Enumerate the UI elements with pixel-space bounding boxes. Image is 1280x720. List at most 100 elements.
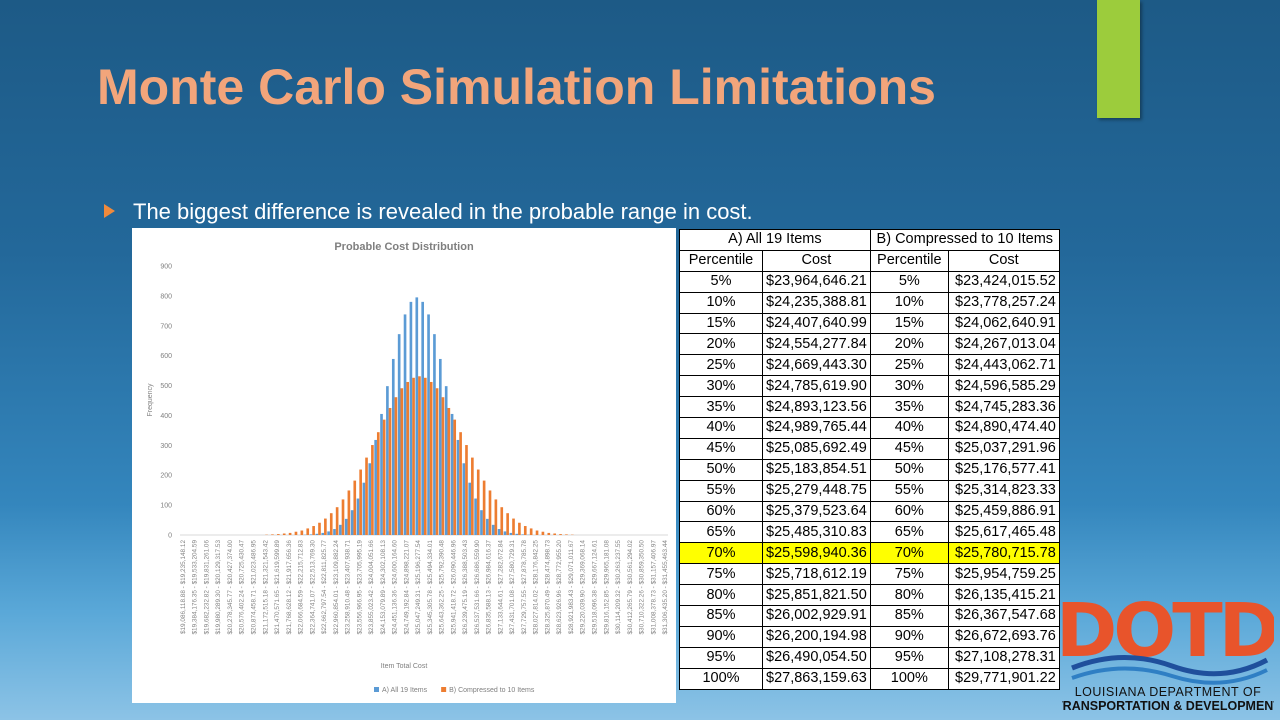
column-header: Cost xyxy=(762,249,871,272)
cost-cell: $25,954,759.25 xyxy=(947,563,1060,586)
y-tick-label: 800 xyxy=(160,293,172,300)
bar xyxy=(515,533,519,535)
x-tick-label: $27,729,757.55 - $27,878,785.78 xyxy=(521,540,528,635)
bar xyxy=(294,531,298,535)
bar xyxy=(453,419,457,535)
cost-cell: $24,989,765.44 xyxy=(762,417,871,439)
x-tick-label: $20,874,458.71 - $21,023,486.95 xyxy=(250,540,257,635)
bar xyxy=(427,314,430,535)
cost-cell: $24,062,640.91 xyxy=(947,312,1060,335)
percentile-cell: 25% xyxy=(679,354,763,377)
bar xyxy=(341,499,345,535)
bar xyxy=(312,526,315,535)
x-axis-label: Item Total Cost xyxy=(381,663,428,670)
table-row: 70% $25,598,940.36 70% $25,780,715.78 xyxy=(679,542,1060,565)
group-header-row: A) All 19 Items B) Compressed to 10 Item… xyxy=(679,229,1060,251)
cost-cell: $29,771,901.22 xyxy=(947,667,1060,690)
table-row: 5% $23,964,646.21 5% $23,424,015.52 xyxy=(679,270,1060,293)
bar xyxy=(468,482,472,535)
cost-cell: $24,890,474.40 xyxy=(947,417,1060,439)
percentile-cell: 85% xyxy=(869,605,949,627)
x-tick-label: $27,133,644.61 - $27,282,672.84 xyxy=(497,540,504,635)
table-row: 85% $26,002,929.91 85% $26,367,547.68 xyxy=(679,605,1060,627)
bar xyxy=(424,377,427,535)
x-tick-label: $30,412,265.79 - $30,561,294.02 xyxy=(627,540,634,635)
legend-label: A) All 19 Items xyxy=(382,687,428,694)
bar xyxy=(271,534,274,535)
percentile-cell: 30% xyxy=(869,375,949,398)
table-row: 30% $24,785,619.90 30% $24,596,585.29 xyxy=(679,375,1060,398)
percentile-cell: 35% xyxy=(869,396,949,419)
slide-title: Monte Carlo Simulation Limitations xyxy=(97,59,936,115)
bar xyxy=(397,334,401,535)
cost-cell: $24,235,388.81 xyxy=(762,291,871,314)
chart-title: Probable Cost Distribution xyxy=(334,241,474,253)
percentile-cell: 15% xyxy=(679,312,763,335)
cost-cell: $25,459,886.91 xyxy=(947,500,1060,523)
bar xyxy=(359,469,362,535)
x-tick-label: $31,306,435.20 - $31,455,463.44 xyxy=(662,540,669,635)
cost-cell: $26,002,929.91 xyxy=(762,605,871,627)
table-row: 15% $24,407,640.99 15% $24,062,640.91 xyxy=(679,312,1060,335)
legend-swatch xyxy=(374,687,379,692)
y-tick-label: 300 xyxy=(160,443,172,450)
percentile-cell: 95% xyxy=(869,646,949,669)
x-tick-label: $28,623,926.96 - $28,772,955.20 xyxy=(556,540,563,635)
x-tick-label: $20,278,345.77 - $20,427,374.00 xyxy=(227,540,234,635)
bar xyxy=(465,445,468,535)
x-tick-label: $24,153,079.89 - $24,302,108.13 xyxy=(380,540,387,635)
table-row: 35% $24,893,123.56 35% $24,745,283.36 xyxy=(679,396,1060,419)
percentile-cell: 60% xyxy=(869,500,949,523)
table-row: 95% $26,490,054.50 95% $27,108,278.31 xyxy=(679,646,1060,669)
chart: Probable Cost Distribution Frequency Ite… xyxy=(132,228,676,703)
bar xyxy=(371,445,374,535)
percentile-cell: 85% xyxy=(679,605,763,627)
bar xyxy=(523,526,527,535)
percentile-cell: 70% xyxy=(679,542,763,565)
x-tick-label: $26,835,588.13 - $26,984,616.37 xyxy=(486,540,493,635)
y-axis-label: Frequency xyxy=(147,383,154,417)
percentile-cell: 60% xyxy=(679,500,763,523)
bar xyxy=(529,528,533,535)
percentile-cell: 45% xyxy=(869,437,949,460)
percentile-cell: 100% xyxy=(869,667,949,690)
cost-cell: $27,863,159.63 xyxy=(762,667,871,690)
bar xyxy=(329,513,333,535)
bar xyxy=(476,469,480,535)
bar xyxy=(333,529,336,535)
table-row: 60% $25,379,523.64 60% $25,459,886.91 xyxy=(679,500,1060,523)
cost-cell: $26,672,693.76 xyxy=(947,625,1060,648)
bar xyxy=(480,510,483,535)
cost-cell: $24,407,640.99 xyxy=(762,312,871,335)
y-tick-label: 900 xyxy=(160,264,172,271)
bar xyxy=(353,480,357,535)
bar xyxy=(497,529,501,535)
y-tick-label: 600 xyxy=(160,353,172,360)
x-tick-label: $24,451,136.36 - $24,600,164.60 xyxy=(392,540,399,635)
bar xyxy=(509,532,513,535)
bar xyxy=(559,534,562,535)
percentile-cell: 15% xyxy=(869,312,949,335)
percentile-cell: 40% xyxy=(869,417,949,439)
percentile-cell: 90% xyxy=(679,625,763,648)
bar xyxy=(394,397,398,535)
percentile-cell: 55% xyxy=(869,479,949,502)
bar xyxy=(282,533,286,535)
percentile-cell: 100% xyxy=(679,667,763,690)
percentile-cell: 50% xyxy=(869,458,949,481)
bar xyxy=(547,532,551,535)
x-tick-label: $25,345,305.78 - $25,494,334.01 xyxy=(427,540,434,635)
percentile-cell: 90% xyxy=(869,625,949,648)
percentile-cell: 40% xyxy=(679,417,763,439)
bar xyxy=(409,301,413,535)
table-row: 90% $26,200,194.98 90% $26,672,693.76 xyxy=(679,625,1060,648)
percentile-cell: 55% xyxy=(679,479,763,502)
x-tick-label: $20,576,402.24 - $20,725,430.47 xyxy=(239,540,246,635)
x-tick-label: $30,114,209.32 - $30,263,237.55 xyxy=(615,540,622,634)
x-tick-label: $22,960,854.01 - $23,109,882.24 xyxy=(333,540,340,635)
x-tick-label: $25,941,418.72 - $26,090,446.96 xyxy=(450,540,457,635)
bar xyxy=(406,381,410,535)
bar xyxy=(474,498,477,535)
cost-cell: $25,085,692.49 xyxy=(762,437,871,460)
column-header: Percentile xyxy=(869,249,949,272)
